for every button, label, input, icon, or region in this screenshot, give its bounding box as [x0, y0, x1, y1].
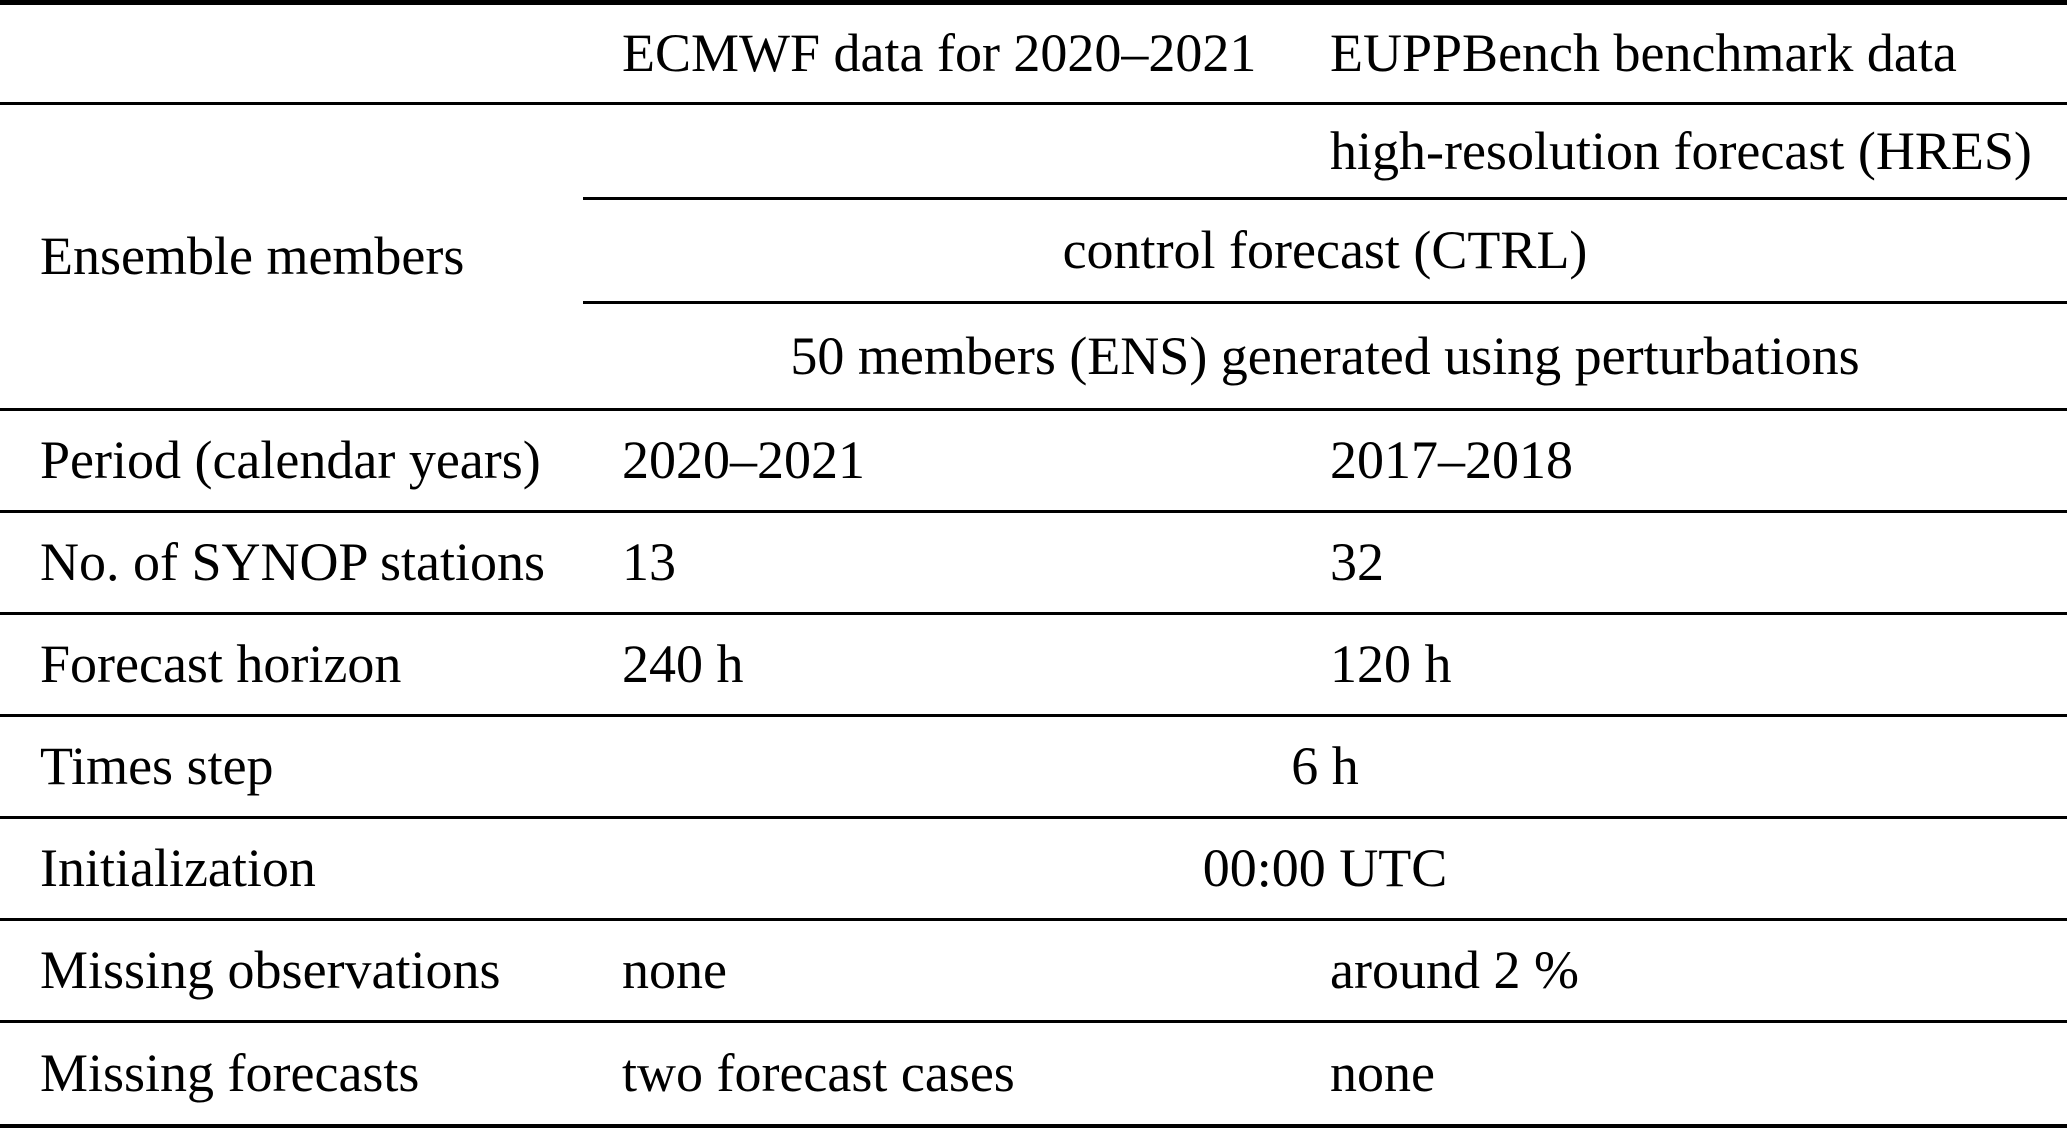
ensemble-hres-subrow: high-resolution forecast (HRES): [583, 105, 2067, 197]
header-ecmwf: ECMWF data for 2020–2021: [622, 23, 1257, 84]
table-row-period: Period (calendar years) 2020–2021 2017–2…: [0, 411, 2067, 510]
table-top-rule: [0, 0, 2067, 5]
ensemble-bottom-rule: [0, 408, 2067, 411]
table-row-missing-observations: Missing observations none around 2 %: [0, 921, 2067, 1020]
header-empty-cell: [0, 5, 583, 102]
ensemble-ens-value: 50 members (ENS) generated using perturb…: [790, 325, 1860, 386]
row-label-synop-stations: No. of SYNOP stations: [40, 532, 546, 593]
table-row-synop-stations: No. of SYNOP stations 13 32: [0, 513, 2067, 612]
synop-euppbench-value: 32: [1330, 532, 1384, 593]
initialization-divider-rule: [0, 918, 2067, 921]
period-euppbench-value: 2017–2018: [1330, 430, 1573, 491]
missing-forecasts-ecmwf-value: two forecast cases: [622, 1043, 1015, 1104]
period-divider-rule: [0, 510, 2067, 513]
ensemble-members-label: Ensemble members: [40, 226, 465, 287]
row-label-missing-observations: Missing observations: [40, 940, 501, 1001]
row-label-period: Period (calendar years): [40, 430, 541, 491]
forecast-horizon-ecmwf-value: 240 h: [622, 634, 744, 695]
ensemble-hres-value: high-resolution forecast (HRES): [1330, 120, 2032, 181]
ensemble-ctrl-subrow: control forecast (CTRL): [583, 200, 2067, 301]
ensemble-ens-subrow: 50 members (ENS) generated using perturb…: [583, 304, 2067, 408]
missing-observations-divider-rule: [0, 1020, 2067, 1023]
table-row-initialization: Initialization 00:00 UTC: [0, 819, 2067, 918]
table-row-times-step: Times step 6 h: [0, 717, 2067, 816]
row-label-times-step: Times step: [40, 736, 274, 797]
row-label-initialization: Initialization: [40, 838, 316, 899]
ensemble-ctrl-value: control forecast (CTRL): [1062, 220, 1588, 281]
table-row-missing-forecasts: Missing forecasts two forecast cases non…: [0, 1023, 2067, 1124]
times-step-shared-value: 6 h: [1291, 736, 1359, 797]
synop-ecmwf-value: 13: [622, 532, 676, 593]
initialization-shared-value: 00:00 UTC: [1202, 838, 1448, 899]
row-label-missing-forecasts: Missing forecasts: [40, 1043, 420, 1104]
header-row: ECMWF data for 2020–2021 EUPPBench bench…: [0, 5, 2067, 102]
header-euppbench: EUPPBench benchmark data: [1330, 23, 1957, 84]
times-step-divider-rule: [0, 816, 2067, 819]
ensemble-members-values: high-resolution forecast (HRES) control …: [583, 105, 2067, 408]
missing-observations-euppbench-value: around 2 %: [1330, 940, 1579, 1001]
table-bottom-rule: [0, 1124, 2067, 1128]
header-divider-rule: [0, 102, 2067, 105]
ensemble-members-row: Ensemble members high-resolution forecas…: [0, 105, 2067, 408]
missing-observations-ecmwf-value: none: [622, 940, 727, 1001]
ensemble-hres-divider-rule: [583, 197, 2067, 200]
forecast-horizon-euppbench-value: 120 h: [1330, 634, 1452, 695]
table-row-forecast-horizon: Forecast horizon 240 h 120 h: [0, 615, 2067, 714]
ensemble-ctrl-divider-rule: [583, 301, 2067, 304]
missing-forecasts-euppbench-value: none: [1330, 1043, 1435, 1104]
period-ecmwf-value: 2020–2021: [622, 430, 865, 491]
synop-divider-rule: [0, 612, 2067, 615]
row-label-forecast-horizon: Forecast horizon: [40, 634, 402, 695]
forecast-horizon-divider-rule: [0, 714, 2067, 717]
